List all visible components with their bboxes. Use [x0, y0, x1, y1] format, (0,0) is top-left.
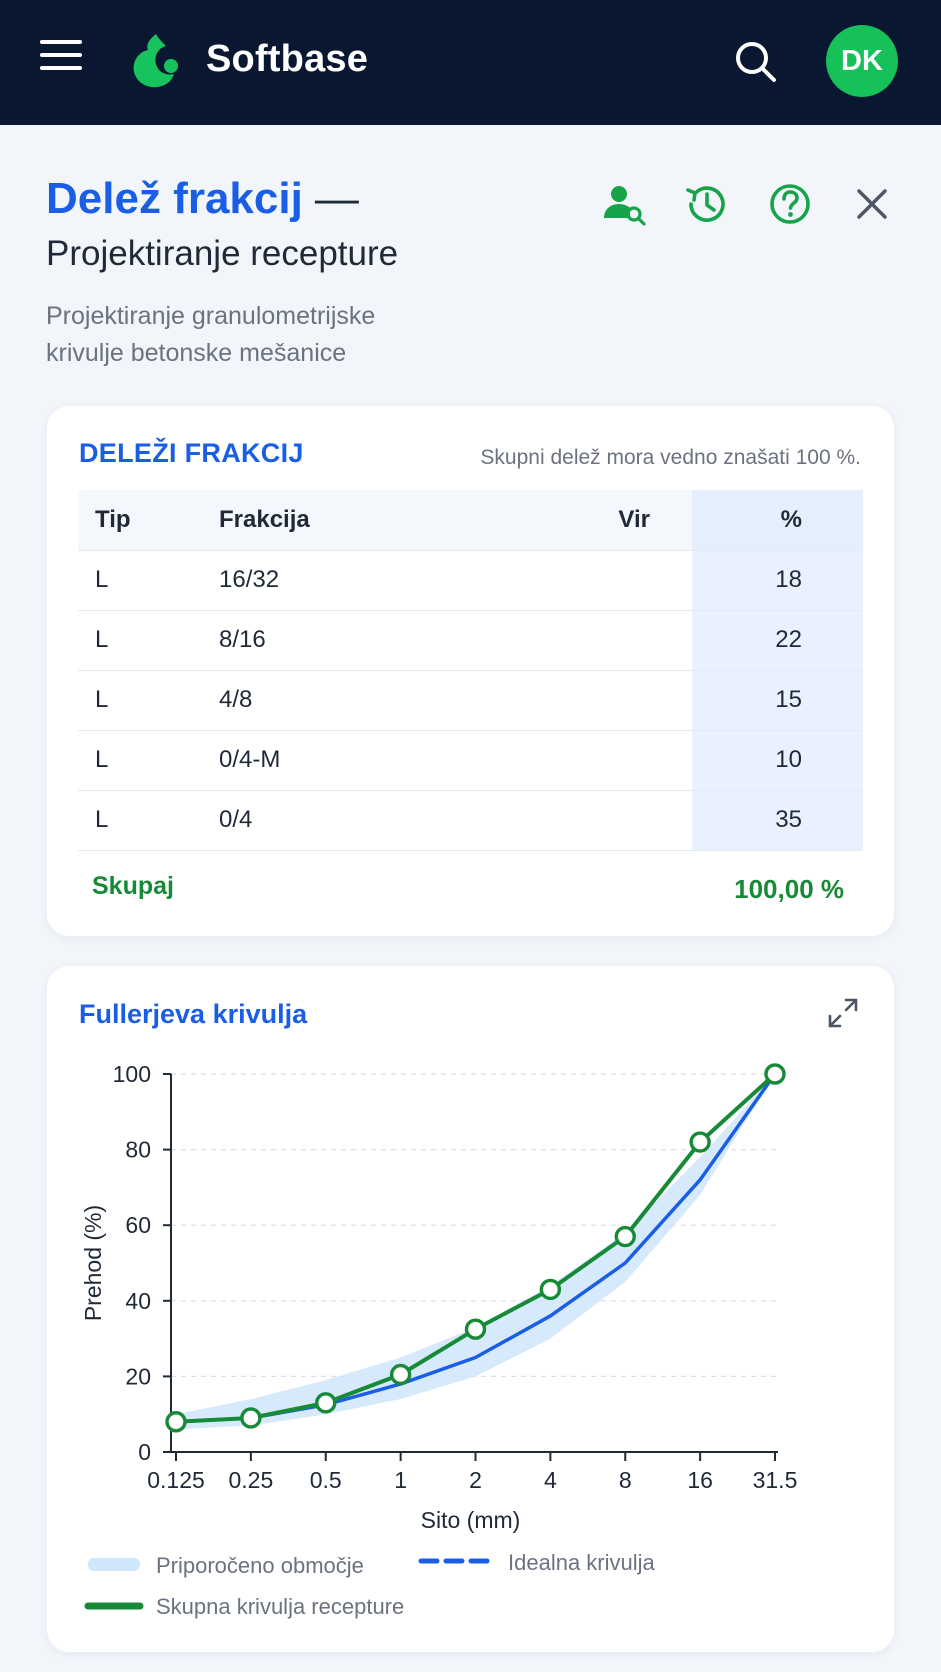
title-separator: — [314, 174, 359, 223]
cell-percent-input[interactable]: 15 [692, 670, 863, 731]
legend-ideal-label: Idealna krivulja [508, 1550, 656, 1575]
chart-axes: 0 20 40 60 80 100 0.125 0.25 0.5 1 2 4 8 16 31.5 [113, 1061, 798, 1493]
expand-icon[interactable] [826, 996, 860, 1030]
cell-percent-input[interactable]: 10 [692, 730, 863, 791]
column-header-frakcija[interactable]: Frakcija [219, 490, 509, 551]
help-icon[interactable] [766, 180, 814, 228]
x-tick-label: 2 [469, 1467, 482, 1493]
cell-tip: L [78, 550, 219, 611]
recipe-point [315, 1392, 337, 1414]
cell-frakcija: 4/8 [219, 670, 509, 731]
chart-legend: Priporočeno območje Idealna krivulja Skupn… [84, 1550, 656, 1619]
page-description: Projektiranje granulometrijske krivulje … [46, 302, 376, 367]
cell-frakcija: 16/32 [219, 550, 509, 611]
recipe-point [614, 1225, 636, 1248]
page-title-text: Delež frakcij [46, 174, 303, 223]
cell-tip: L [78, 670, 219, 731]
table-row[interactable]: L 16/32 18 [78, 550, 863, 611]
top-bar: Softbase DK [0, 0, 941, 125]
y-tick-label: 20 [125, 1363, 151, 1389]
cell-percent-input[interactable]: 22 [692, 610, 863, 671]
fractions-table: Tip Frakcija Vir % L 16/32 18 L 8/16 22 … [78, 490, 863, 851]
table-row[interactable]: L 0/4-M 10 [78, 730, 863, 791]
softbase-logo[interactable] [128, 30, 184, 90]
x-tick-label: 8 [619, 1467, 632, 1493]
cell-percent-input[interactable]: 35 [692, 790, 863, 851]
recipe-point [464, 1318, 487, 1340]
x-tick-label: 4 [544, 1467, 557, 1493]
y-axis-label: Prehod (%) [80, 1205, 106, 1321]
cell-vir [509, 730, 692, 791]
total-label: Skupaj [92, 872, 174, 900]
cell-frakcija: 0/4-M [219, 730, 509, 791]
chart-title: Fullerjeva krivulja [79, 999, 308, 1029]
total-value: 100,00 % [734, 874, 844, 904]
search-icon[interactable] [732, 38, 780, 86]
y-tick-label: 100 [113, 1061, 151, 1087]
cell-frakcija: 8/16 [219, 610, 509, 671]
cell-tip: L [78, 730, 219, 791]
y-tick-label: 60 [125, 1212, 151, 1238]
history-icon[interactable] [682, 180, 730, 228]
cell-tip: L [78, 790, 219, 851]
legend-band-label: Priporočeno območje [156, 1553, 364, 1578]
page-header: Delež frakcij — Projektiranje recepture P… [46, 170, 606, 372]
table-row[interactable]: L 4/8 15 [78, 670, 863, 731]
recipe-point [764, 1063, 786, 1085]
recipe-point [389, 1363, 412, 1386]
recipe-point [240, 1407, 262, 1429]
y-tick-label: 0 [138, 1439, 151, 1465]
legend-band-swatch [88, 1558, 140, 1571]
column-header-percent[interactable]: % [692, 490, 863, 551]
page-subtitle: Projektiranje recepture [46, 234, 399, 273]
recipe-point [689, 1131, 711, 1153]
hamburger-menu-icon[interactable] [40, 40, 84, 80]
cell-frakcija: 0/4 [219, 790, 509, 851]
legend-recipe-label: Skupna krivulja recepture [156, 1594, 404, 1619]
x-tick-label: 0.5 [310, 1467, 342, 1493]
fuller-chart: 0 20 40 60 80 100 0.125 0.25 0.5 1 2 4 8 16 31.5 Sito … [80, 1061, 798, 1619]
fractions-note: Skupni delež mora vedno znašati 100 %. [480, 446, 861, 469]
table-row[interactable]: L 0/4 35 [78, 790, 863, 851]
x-tick-label: 0.125 [147, 1467, 205, 1493]
x-axis-label: Sito (mm) [421, 1507, 521, 1533]
column-header-vir[interactable]: Vir [509, 490, 692, 551]
column-header-tip[interactable]: Tip [78, 490, 219, 551]
cell-vir [509, 610, 692, 671]
x-tick-label: 0.25 [228, 1467, 273, 1493]
cell-tip: L [78, 610, 219, 671]
table-header-row: Tip Frakcija Vir % [78, 490, 863, 551]
cell-vir [509, 550, 692, 611]
brand-name: Softbase [206, 38, 369, 80]
series-markers-layer [165, 1063, 786, 1433]
fractions-title: DELEŽI FRAKCIJ [79, 438, 304, 468]
x-tick-label: 1 [394, 1467, 407, 1493]
avatar[interactable]: DK [826, 25, 898, 97]
cell-vir [509, 670, 692, 731]
recipe-point [165, 1411, 187, 1433]
x-tick-label: 31.5 [753, 1467, 798, 1493]
y-tick-label: 40 [125, 1288, 151, 1314]
close-icon[interactable] [848, 180, 896, 228]
table-row[interactable]: L 8/16 22 [78, 610, 863, 671]
recipe-point [539, 1278, 562, 1301]
y-tick-label: 80 [125, 1137, 151, 1163]
cell-percent-input[interactable]: 18 [692, 550, 863, 611]
chart-card: Fullerjeva krivulja 0 20 40 60 80 100 0.125 0.2… [47, 966, 894, 1652]
x-tick-label: 16 [687, 1467, 713, 1493]
page-title: Delež frakcij — [46, 170, 606, 228]
fractions-card: DELEŽI FRAKCIJ Skupni delež mora vedno z… [47, 406, 894, 936]
user-search-icon[interactable] [600, 180, 648, 228]
cell-vir [509, 790, 692, 851]
total-row: Skupaj 100,00 % [92, 872, 844, 912]
